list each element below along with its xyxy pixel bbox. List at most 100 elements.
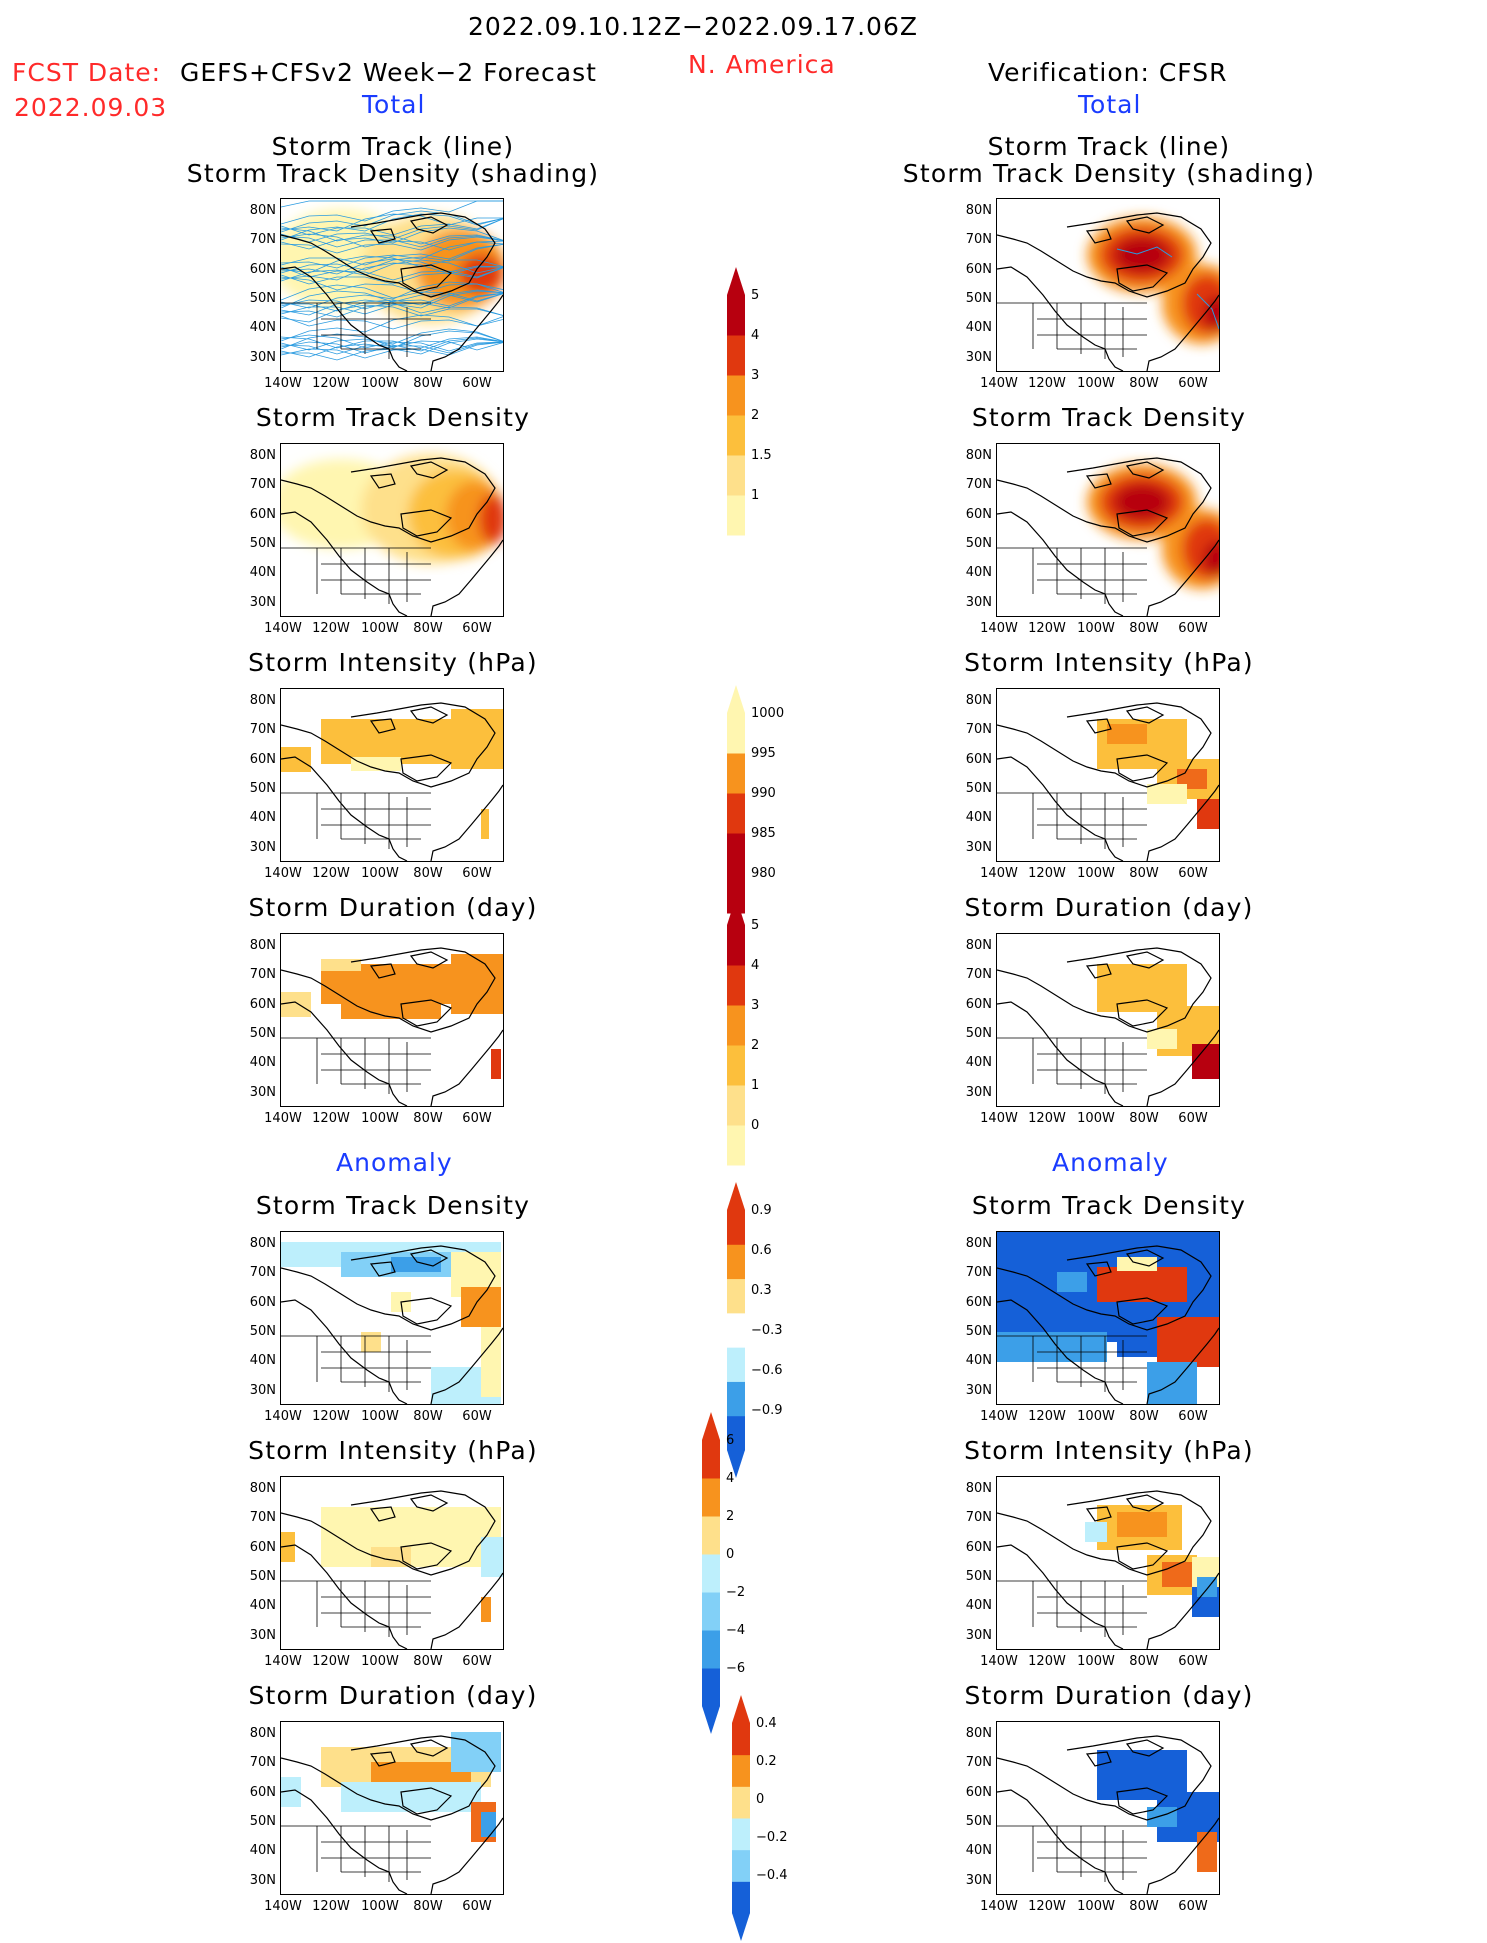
- state-borders: [997, 302, 1147, 359]
- colorbar-tick-label: 985: [751, 826, 776, 841]
- coastline: [281, 947, 503, 1106]
- lat-tick-label: 50N: [249, 1569, 276, 1584]
- colorbar-tick-label: 2: [751, 408, 760, 423]
- grid-cell-region: [1097, 1750, 1187, 1800]
- date-range-title: 2022.09.10.12Z−2022.09.17.06Z: [468, 12, 918, 41]
- lon-tick-label: 60W: [1178, 866, 1208, 881]
- map-duration-anom-right-svg: [997, 1735, 1219, 1894]
- lat-tick-label: 50N: [249, 536, 276, 551]
- colorbar-tick-label: 3: [751, 998, 760, 1013]
- lon-tick-label: 140W: [264, 376, 302, 391]
- lat-tick-label: 60N: [965, 1540, 992, 1555]
- map-intensity-left-svg: [281, 702, 503, 861]
- coastline: [997, 947, 1219, 1106]
- lat-tick-label: 30N: [965, 840, 992, 855]
- lon-tick-label: 100W: [361, 866, 399, 881]
- colorbar-tick-label: −0.4: [756, 1868, 788, 1883]
- lat-tick-label: 40N: [965, 810, 992, 825]
- grid-cell-region: [281, 1777, 301, 1807]
- map-intensity-right: [996, 688, 1220, 862]
- colorbar-tick-label: 1.5: [751, 448, 772, 463]
- lakes: [369, 1249, 453, 1325]
- colorbar-tick-label: 2: [751, 1038, 760, 1053]
- lon-tick-label: 140W: [264, 1654, 302, 1669]
- lon-tick-label: 100W: [361, 1899, 399, 1914]
- grid-cell-region: [371, 1762, 471, 1782]
- lon-tick-label: 60W: [462, 376, 492, 391]
- map-track-right: [996, 198, 1220, 372]
- lat-tick-label: 40N: [249, 1353, 276, 1368]
- coastline: [997, 212, 1219, 371]
- lon-tick-label: 120W: [312, 866, 350, 881]
- map-duration-anom-left-svg: [281, 1732, 503, 1894]
- colorbar-segment: [727, 1125, 745, 1166]
- lat-tick-label: 40N: [249, 1598, 276, 1613]
- lon-tick-label: 100W: [1077, 1654, 1115, 1669]
- lakes: [369, 951, 453, 1027]
- lat-tick-label: 60N: [965, 507, 992, 522]
- lon-tick-label: 140W: [980, 1899, 1018, 1914]
- grid-cell-region: [481, 1597, 491, 1622]
- title-intensity-left: Storm Intensity (hPa): [248, 648, 538, 677]
- storm-track-line: [281, 334, 503, 352]
- lat-tick-label: 70N: [249, 722, 276, 737]
- grid-cell-region: [481, 1812, 496, 1837]
- lakes: [1085, 1494, 1169, 1570]
- lon-tick-label: 60W: [462, 1409, 492, 1424]
- colorbar-segment: [727, 965, 745, 1006]
- lat-tick-label: 70N: [249, 1755, 276, 1770]
- map-track-right-svg: [997, 212, 1219, 371]
- coastline: [281, 1490, 503, 1649]
- lon-tick-label: 120W: [1028, 376, 1066, 391]
- storm-track-line: [281, 258, 503, 275]
- lon-tick-label: 120W: [1028, 1899, 1066, 1914]
- colorbar-tick-label: −0.9: [751, 1403, 783, 1418]
- lon-tick-label: 80W: [1129, 1654, 1159, 1669]
- storm-track-line: [281, 289, 503, 312]
- lat-tick-label: 60N: [249, 997, 276, 1012]
- grid-cell-region: [281, 992, 311, 1017]
- colorbar-segment: [732, 1818, 750, 1851]
- colorbar-segment: [702, 1478, 720, 1517]
- colorbar-segment: [702, 1554, 720, 1593]
- grid-cell-region: [281, 1532, 295, 1562]
- lon-tick-label: 120W: [312, 1409, 350, 1424]
- title-duration-anom-left: Storm Duration (day): [248, 1681, 538, 1710]
- grid-cell-region: [1057, 1272, 1087, 1292]
- lat-tick-label: 80N: [965, 938, 992, 953]
- colorbar-segment: [727, 1312, 745, 1348]
- colorbar-segment: [732, 1881, 750, 1914]
- colorbar-tick-label: 0.3: [751, 1283, 772, 1298]
- lat-tick-label: 40N: [249, 1055, 276, 1070]
- lat-tick-label: 50N: [965, 1569, 992, 1584]
- map-track-left-svg: [281, 200, 503, 371]
- colorbar-segment: [732, 1754, 750, 1787]
- lon-tick-label: 60W: [1178, 1654, 1208, 1669]
- map-duration-left: [280, 933, 504, 1107]
- lon-tick-label: 120W: [312, 1111, 350, 1126]
- lon-tick-label: 60W: [1178, 1409, 1208, 1424]
- lon-tick-label: 80W: [413, 866, 443, 881]
- lon-tick-label: 80W: [1129, 1409, 1159, 1424]
- colorbar-segment: [727, 1415, 745, 1451]
- lat-tick-label: 80N: [249, 203, 276, 218]
- colorbar-segment: [727, 1244, 745, 1280]
- colorbar-segment: [702, 1668, 720, 1707]
- colorbar-tick-label: −2: [726, 1585, 746, 1600]
- map-density-right: [996, 443, 1220, 617]
- state-borders: [281, 1335, 431, 1392]
- lat-tick-label: 70N: [965, 1265, 992, 1280]
- fcst-date-value: 2022.09.03: [14, 93, 168, 122]
- lon-tick-label: 140W: [980, 376, 1018, 391]
- lon-tick-label: 140W: [980, 1111, 1018, 1126]
- lat-tick-label: 40N: [965, 1055, 992, 1070]
- grid-cell-region: [341, 999, 441, 1019]
- lon-tick-label: 80W: [1129, 376, 1159, 391]
- storm-track-line: [281, 233, 503, 251]
- lat-tick-label: 40N: [249, 810, 276, 825]
- grid-cell-region: [1147, 1807, 1177, 1827]
- lat-tick-label: 60N: [249, 1295, 276, 1310]
- lat-tick-label: 70N: [249, 967, 276, 982]
- colorbar-tick-label: 1: [751, 1078, 760, 1093]
- lon-tick-label: 60W: [1178, 376, 1208, 391]
